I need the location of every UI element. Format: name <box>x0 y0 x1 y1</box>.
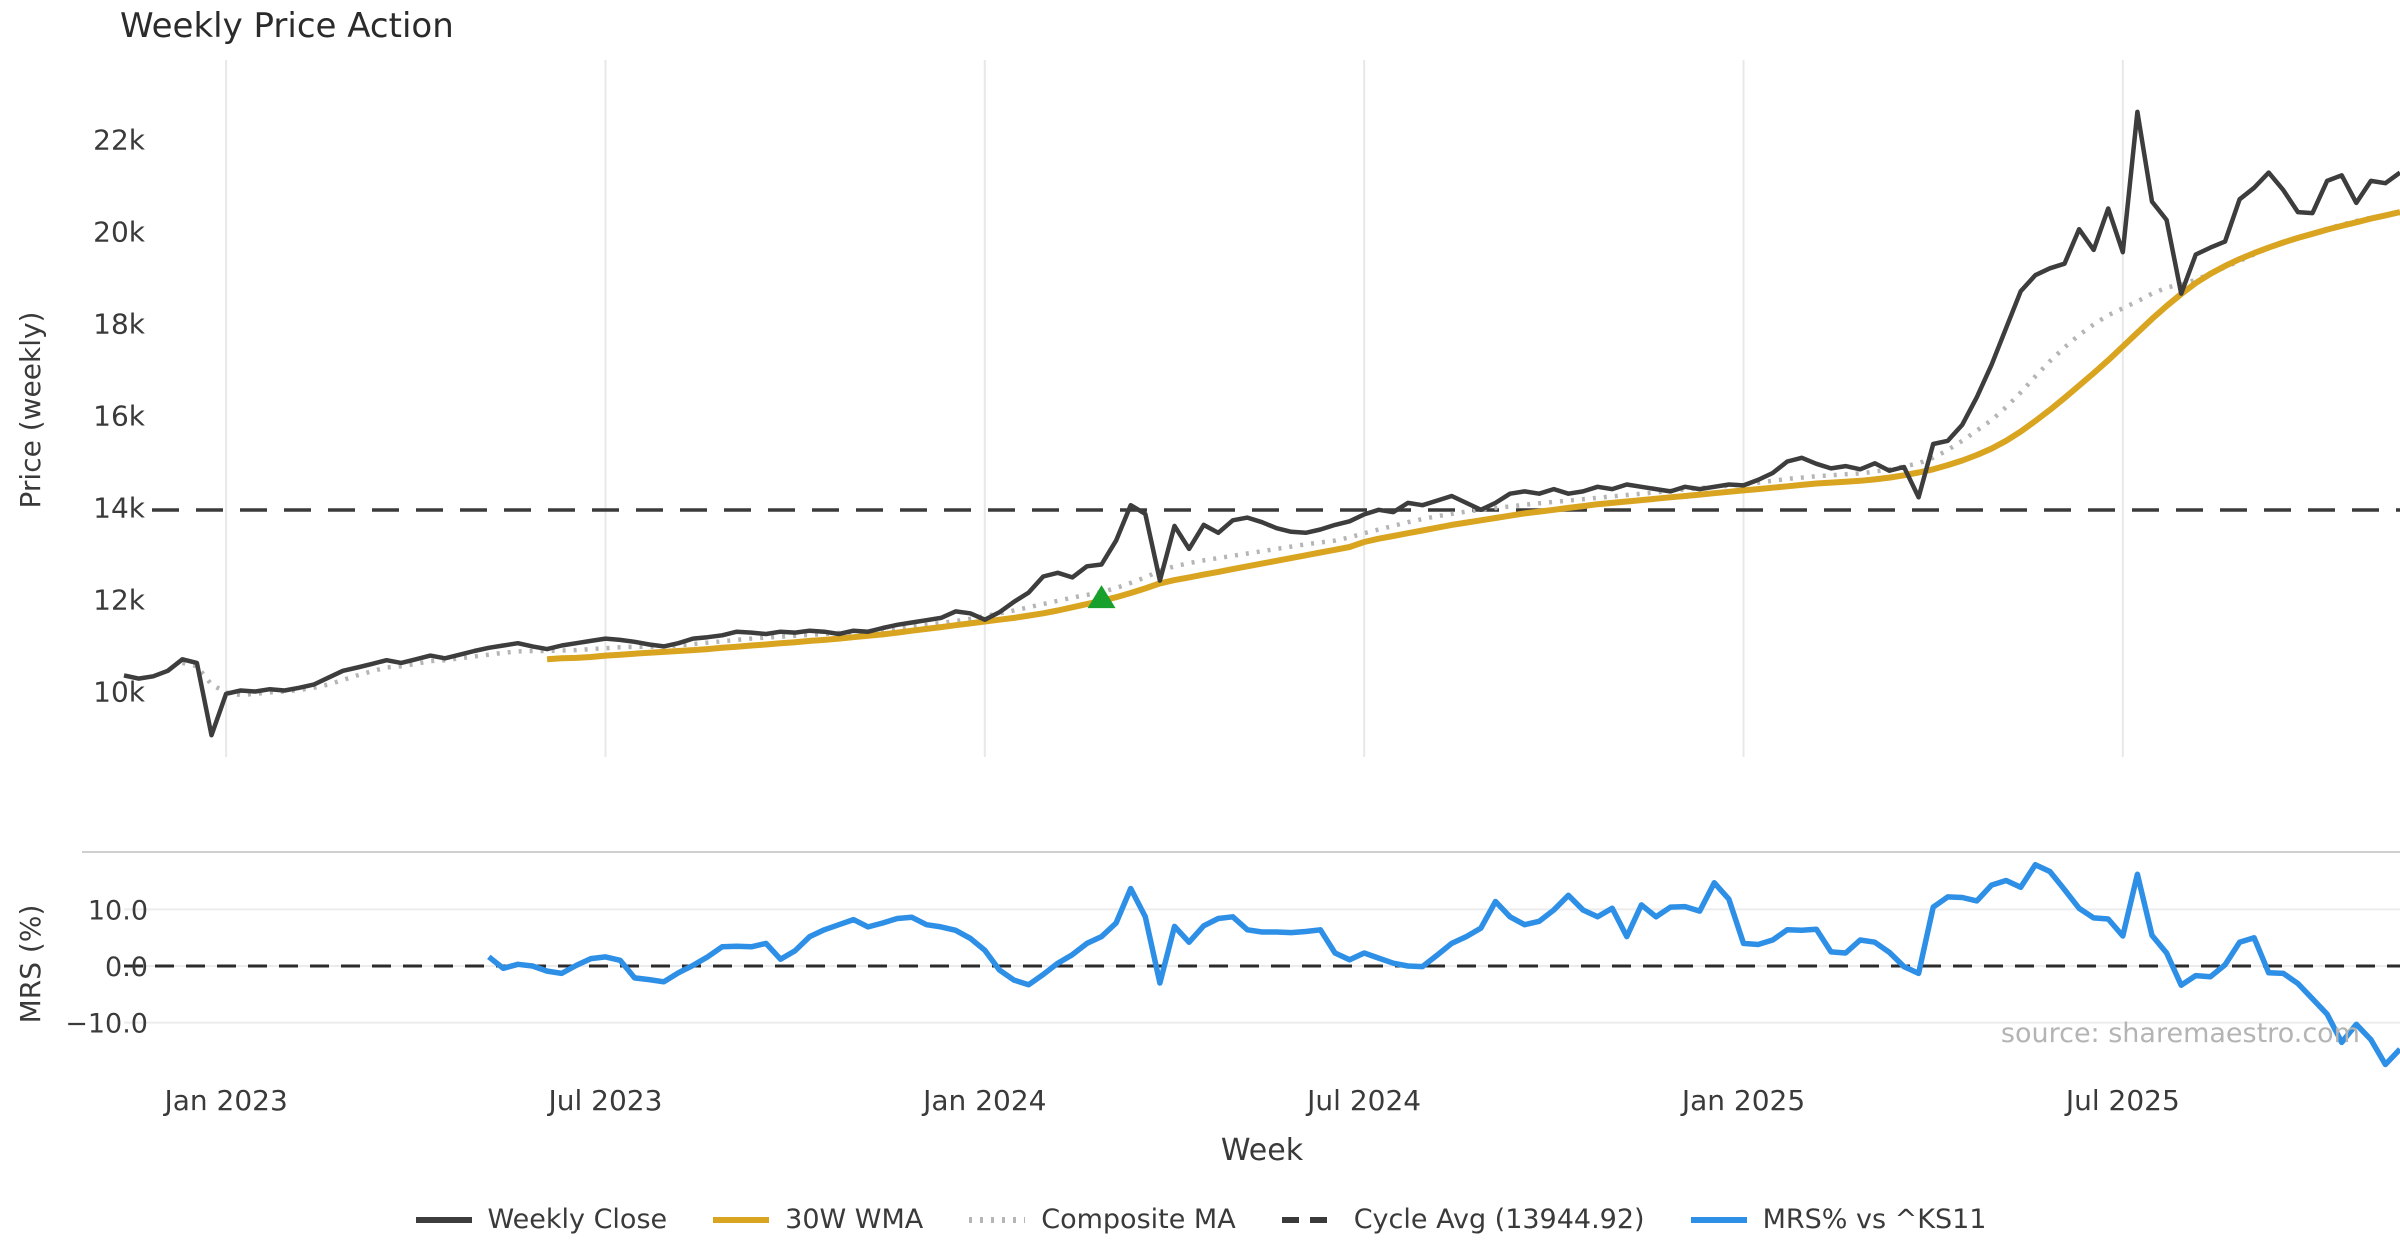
mrs-axis-title: MRS (%) <box>14 905 47 1024</box>
price-tick-label: 20k <box>93 215 146 248</box>
x-tick-label: Jan 2024 <box>921 1084 1046 1117</box>
x-tick-label: Jul 2023 <box>546 1084 662 1117</box>
chart-title: Weekly Price Action <box>120 6 454 46</box>
price-tick-label: 12k <box>93 583 146 616</box>
legend-item: MRS% vs ^KS11 <box>1689 1204 1987 1235</box>
legend-label: Cycle Avg (13944.92) <box>1353 1204 1645 1235</box>
legend-label: Composite MA <box>1041 1204 1236 1235</box>
buy-signal-triangle-marker <box>1087 585 1116 609</box>
legend-item: 30W WMA <box>711 1204 923 1235</box>
composite-ma-line <box>181 210 2400 698</box>
x-axis-title: Week <box>1221 1133 1304 1168</box>
legend-item: Cycle Avg (13944.92) <box>1280 1204 1645 1235</box>
legend-label: 30W WMA <box>785 1204 924 1235</box>
mrs-line <box>487 861 2400 1068</box>
legend-swatch-solid <box>1690 1216 1747 1223</box>
x-tick-label: Jul 2025 <box>2064 1084 2180 1117</box>
price-tick-label: 14k <box>93 491 146 524</box>
mrs-tick-label: −10.0 <box>65 1009 148 1040</box>
legend-item: Composite MA <box>967 1204 1236 1235</box>
legend-label: MRS% vs ^KS11 <box>1762 1204 1987 1235</box>
price-tick-label: 22k <box>93 123 146 156</box>
legend-label: Weekly Close <box>487 1204 668 1235</box>
x-tick-label: Jul 2024 <box>1305 1084 1421 1117</box>
legend-swatch-dotted <box>969 1216 1026 1223</box>
mrs-tick-label: 0.0 <box>105 952 148 983</box>
x-tick-label: Jan 2025 <box>1680 1084 1805 1117</box>
legend-swatch-solid <box>713 1216 770 1223</box>
legend-item: Weekly Close <box>414 1204 668 1235</box>
price-tick-label: 16k <box>93 399 146 432</box>
price-axis-title: Price (weekly) <box>14 312 47 509</box>
mrs-tick-label: 10.0 <box>88 895 148 926</box>
price-tick-label: 10k <box>93 675 146 708</box>
legend-swatch-solid <box>415 1216 472 1223</box>
price-tick-label: 18k <box>93 307 146 340</box>
weekly-close-line <box>123 109 2400 738</box>
wma-line <box>546 209 2400 663</box>
x-tick-label: Jan 2023 <box>162 1084 287 1117</box>
legend-swatch-dashed <box>1281 1216 1338 1223</box>
chart-legend: Weekly Close 30W WMA Composite MA Cycle Avg… <box>0 1204 2400 1235</box>
source-attribution: source: sharemaestro.com <box>2000 1018 2360 1049</box>
